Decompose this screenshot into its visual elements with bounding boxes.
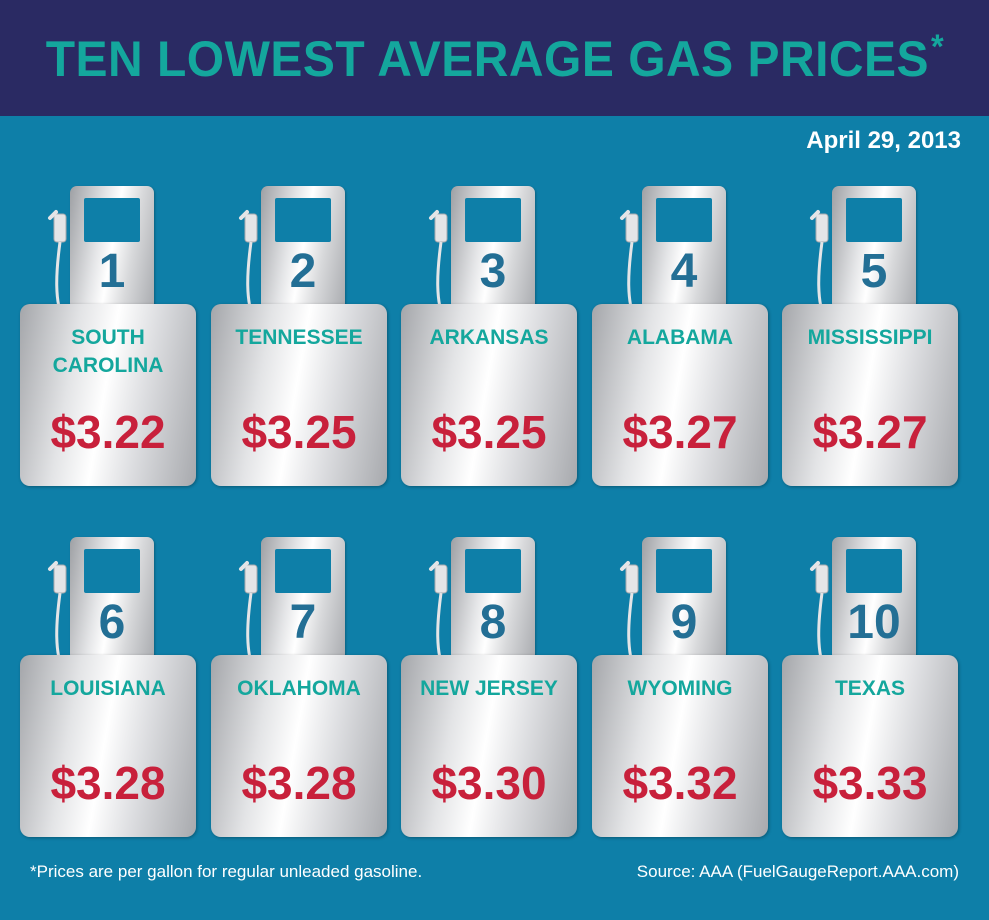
gas-pump-card: 9 WYOMING $3.32 [592,537,770,837]
gas-price: $3.33 [812,757,928,809]
pump-body: LOUISIANA $3.28 [20,655,196,837]
state-name: LOUISIANA [50,677,166,700]
gas-pump-card: 5 MISSISSIPPI $3.27 [782,186,960,486]
pump-rank: 2 [289,245,317,298]
pump-body: ALABAMA $3.27 [592,304,768,486]
pump-head: 2 [261,186,345,310]
pump-head: 10 [832,537,916,661]
state-name: WYOMING [627,677,733,700]
pump-rank: 3 [479,245,507,298]
pump-body: NEW JERSEY $3.30 [401,655,577,837]
pump-rank: 9 [670,596,698,649]
gas-price: $3.25 [431,406,547,458]
pump-body: TEXAS $3.33 [782,655,958,837]
state-name: TENNESSEE [235,326,363,349]
gas-price: $3.28 [241,757,357,809]
pump-head: 6 [70,537,154,661]
pump-window [846,549,902,593]
pump-rank: 6 [98,596,126,649]
state-name: SOUTH CAROLINA [52,326,164,377]
pump-head: 1 [70,186,154,310]
pump-body: MISSISSIPPI $3.27 [782,304,958,486]
pump-head: 9 [642,537,726,661]
pump-rank: 7 [289,596,317,649]
gas-pump-card: 4 ALABAMA $3.27 [592,186,770,486]
pump-rank: 4 [670,245,698,298]
pump-head: 3 [451,186,535,310]
pump-head: 7 [261,537,345,661]
pump-body: ARKANSAS $3.25 [401,304,577,486]
pump-body: WYOMING $3.32 [592,655,768,837]
pump-rank: 5 [860,245,888,298]
pump-body: OKLAHOMA $3.28 [211,655,387,837]
gas-pump-card: 2 TENNESSEE $3.25 [211,186,389,486]
date-label: April 29, 2013 [806,127,961,154]
state-name: MISSISSIPPI [807,326,933,349]
pump-rank: 10 [847,596,901,649]
pump-window [656,198,712,242]
gas-pump-card: 3 ARKANSAS $3.25 [401,186,579,486]
pump-window [846,198,902,242]
gas-pump-card: 10 TEXAS $3.33 [782,537,960,837]
pump-window [465,198,521,242]
title-text: TEN LOWEST AVERAGE GAS PRICES [45,31,929,87]
page-title: TEN LOWEST AVERAGE GAS PRICES* [45,28,943,88]
gas-price: $3.28 [50,757,166,809]
gas-price: $3.25 [241,406,357,458]
pump-head: 5 [832,186,916,310]
pump-window [275,198,331,242]
pump-head: 4 [642,186,726,310]
pump-window [275,549,331,593]
pump-head: 8 [451,537,535,661]
state-name: NEW JERSEY [420,677,558,700]
source-credit: Source: AAA (FuelGaugeReport.AAA.com) [636,862,959,881]
pump-window [656,549,712,593]
gas-price: $3.27 [622,406,738,458]
gas-price: $3.22 [50,406,166,458]
gas-price: $3.27 [812,406,928,458]
gas-price: $3.30 [431,757,547,809]
gas-pump-card: 7 OKLAHOMA $3.28 [211,537,389,837]
header-banner: TEN LOWEST AVERAGE GAS PRICES* [0,0,989,116]
pump-window [84,549,140,593]
footnote: *Prices are per gallon for regular unlea… [30,862,423,881]
state-name: TEXAS [834,677,905,700]
pump-rank: 8 [479,596,507,649]
state-name: ALABAMA [626,326,734,349]
pump-window [84,198,140,242]
pump-body: TENNESSEE $3.25 [211,304,387,486]
gas-pump-card: 6 LOUISIANA $3.28 [20,537,198,837]
gas-price: $3.32 [622,757,738,809]
title-asterisk: * [930,28,944,66]
gas-pump-card: 8 NEW JERSEY $3.30 [401,537,579,837]
pump-window [465,549,521,593]
state-name: ARKANSAS [429,326,549,349]
pump-body: SOUTH CAROLINA $3.22 [20,304,196,486]
state-name: OKLAHOMA [237,677,361,700]
pump-rank: 1 [98,245,126,298]
gas-pump-card: 1 SOUTH CAROLINA $3.22 [20,186,198,486]
